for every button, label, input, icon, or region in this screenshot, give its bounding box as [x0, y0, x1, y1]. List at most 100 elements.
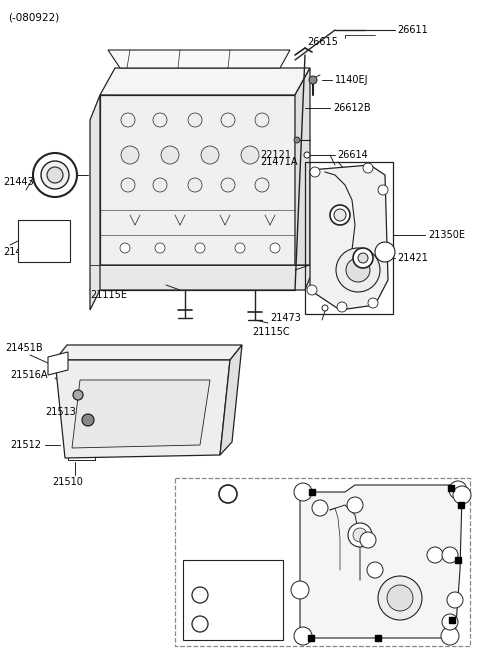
- Text: a: a: [448, 632, 452, 640]
- Text: 21451B: 21451B: [5, 343, 43, 353]
- Text: SYMBOL: SYMBOL: [180, 567, 216, 575]
- Circle shape: [368, 298, 378, 308]
- Circle shape: [153, 113, 167, 127]
- Circle shape: [358, 253, 368, 263]
- Circle shape: [378, 185, 388, 195]
- Polygon shape: [310, 165, 388, 310]
- Circle shape: [41, 161, 69, 189]
- Circle shape: [121, 113, 135, 127]
- Text: 21516A: 21516A: [10, 370, 48, 380]
- Polygon shape: [100, 68, 310, 95]
- Circle shape: [348, 523, 372, 547]
- Text: 26611: 26611: [397, 25, 428, 35]
- Circle shape: [155, 243, 165, 253]
- Circle shape: [447, 592, 463, 608]
- Circle shape: [270, 243, 280, 253]
- Text: PNC: PNC: [250, 567, 268, 575]
- Circle shape: [291, 581, 309, 599]
- Text: (-080922): (-080922): [8, 13, 59, 23]
- Bar: [305, 162, 393, 314]
- Circle shape: [161, 146, 179, 164]
- Circle shape: [353, 248, 373, 268]
- Text: 21510: 21510: [52, 477, 83, 487]
- Circle shape: [192, 587, 208, 603]
- Circle shape: [330, 205, 350, 225]
- Text: a: a: [197, 590, 203, 600]
- Text: 21473: 21473: [270, 313, 301, 323]
- Circle shape: [336, 248, 380, 292]
- Text: 21414: 21414: [3, 247, 34, 257]
- Polygon shape: [220, 345, 242, 455]
- Circle shape: [201, 146, 219, 164]
- Text: 26614: 26614: [337, 150, 368, 160]
- Text: 1140EJ: 1140EJ: [335, 75, 369, 85]
- Circle shape: [346, 258, 370, 282]
- Circle shape: [453, 486, 471, 504]
- Bar: [175, 478, 470, 646]
- Text: 21350E: 21350E: [428, 230, 465, 240]
- Circle shape: [334, 209, 346, 221]
- Circle shape: [195, 243, 205, 253]
- Text: 1140GD: 1140GD: [240, 590, 277, 600]
- Polygon shape: [100, 95, 295, 290]
- Circle shape: [309, 76, 317, 84]
- Text: 26615: 26615: [307, 37, 338, 47]
- Text: a: a: [456, 485, 460, 495]
- Circle shape: [192, 616, 208, 632]
- Text: 21443: 21443: [3, 177, 34, 187]
- Circle shape: [304, 152, 310, 158]
- Text: A: A: [382, 247, 388, 256]
- Text: b: b: [353, 501, 358, 510]
- Circle shape: [387, 585, 413, 611]
- Polygon shape: [108, 50, 290, 68]
- Circle shape: [120, 243, 130, 253]
- Circle shape: [294, 627, 312, 645]
- Circle shape: [33, 153, 77, 197]
- Circle shape: [347, 497, 363, 513]
- Circle shape: [310, 167, 320, 177]
- Text: b: b: [453, 596, 457, 604]
- Text: 21421: 21421: [397, 253, 428, 263]
- Circle shape: [219, 485, 237, 503]
- Text: b: b: [432, 550, 437, 560]
- Circle shape: [449, 481, 467, 499]
- Bar: [18, 220, 70, 262]
- Circle shape: [188, 113, 202, 127]
- Circle shape: [367, 562, 383, 578]
- Circle shape: [121, 178, 135, 192]
- Circle shape: [441, 627, 459, 645]
- Circle shape: [427, 547, 443, 563]
- Circle shape: [221, 178, 235, 192]
- Circle shape: [255, 178, 269, 192]
- Circle shape: [221, 113, 235, 127]
- Text: 21115C: 21115C: [252, 327, 289, 337]
- Circle shape: [294, 137, 300, 143]
- Circle shape: [47, 167, 63, 183]
- Circle shape: [380, 250, 390, 260]
- Text: a: a: [460, 491, 464, 499]
- Text: a: a: [298, 586, 302, 594]
- Text: b: b: [197, 619, 203, 628]
- Polygon shape: [55, 360, 230, 458]
- Polygon shape: [55, 345, 242, 360]
- Polygon shape: [300, 485, 462, 638]
- Text: b: b: [447, 617, 453, 626]
- Text: 22121: 22121: [260, 150, 291, 160]
- Text: b: b: [447, 550, 453, 560]
- Circle shape: [121, 146, 139, 164]
- Polygon shape: [48, 352, 68, 375]
- Text: VIEW: VIEW: [185, 489, 226, 501]
- Text: 26612B: 26612B: [333, 103, 371, 113]
- Polygon shape: [72, 380, 210, 448]
- Circle shape: [241, 146, 259, 164]
- Circle shape: [363, 163, 373, 173]
- Circle shape: [375, 242, 395, 262]
- Polygon shape: [90, 95, 100, 310]
- Bar: [183, 560, 283, 640]
- Circle shape: [360, 532, 376, 548]
- Text: 1140ER: 1140ER: [241, 619, 276, 628]
- Circle shape: [353, 528, 367, 542]
- Text: 21471A: 21471A: [260, 157, 298, 167]
- Circle shape: [153, 178, 167, 192]
- Circle shape: [442, 547, 458, 563]
